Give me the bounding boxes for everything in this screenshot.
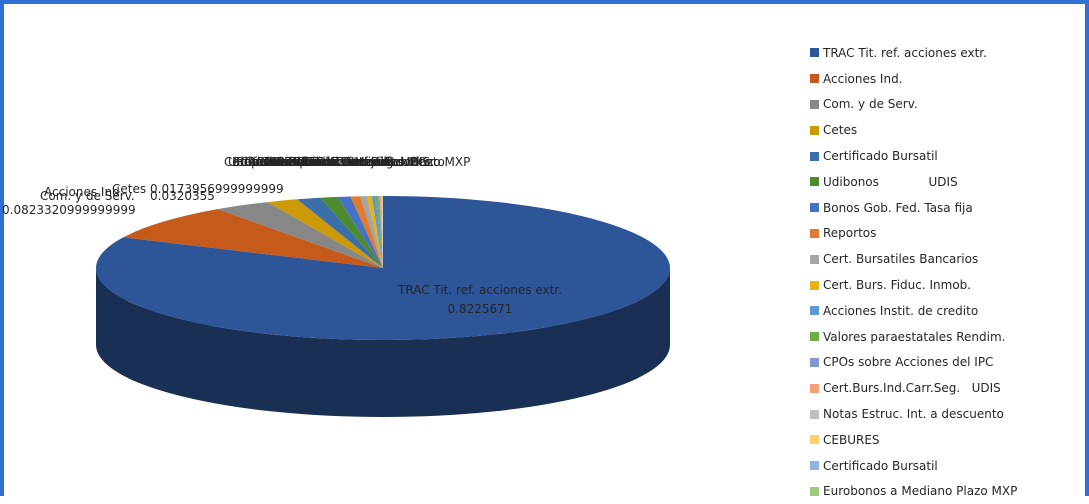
legend-item: Certificado Bursatil (810, 143, 1080, 169)
legend-label: Cert. Bursatiles Bancarios (823, 252, 978, 266)
data-value-1: 0.0823320999999999 (2, 203, 136, 217)
legend-swatch (810, 203, 819, 212)
legend-item: Acciones Ind. (810, 66, 1080, 92)
legend-label: CEBURES (823, 433, 880, 447)
legend-item: Cetes (810, 117, 1080, 143)
legend-swatch (810, 332, 819, 341)
legend-label: Acciones Instit. de credito (823, 304, 978, 318)
legend-label: Acciones Ind. (823, 72, 903, 86)
data-label-0: TRAC Tit. ref. acciones extr. (397, 283, 562, 297)
legend-label: Reportos (823, 226, 876, 240)
legend-item: Certificado Bursatil (810, 453, 1080, 479)
legend-item: Bonos Gob. Fed. Tasa fija (810, 195, 1080, 221)
legend-label: Bonos Gob. Fed. Tasa fija (823, 201, 973, 215)
data-value-3: 0.0173956999999999 (150, 182, 284, 196)
legend-swatch (810, 410, 819, 419)
legend-item: Reportos (810, 221, 1080, 247)
legend-item: Com. y de Serv. (810, 92, 1080, 118)
legend-swatch (810, 48, 819, 57)
legend-item: Valores paraestatales Rendim. (810, 324, 1080, 350)
legend-item: Cert. Burs. Fiduc. Inmob. (810, 272, 1080, 298)
legend-label: CPOs sobre Acciones del IPC (823, 355, 993, 369)
legend-item: Cert.Burs.Ind.Carr.Seg. UDIS (810, 375, 1080, 401)
legend-item: Acciones Instit. de credito (810, 298, 1080, 324)
legend-swatch (810, 435, 819, 444)
legend-swatch (810, 384, 819, 393)
legend-label: Notas Estruc. Int. a descuento (823, 407, 1004, 421)
legend-item: Udibonos UDIS (810, 169, 1080, 195)
legend-label: Com. y de Serv. (823, 97, 918, 111)
legend-swatch (810, 100, 819, 109)
legend-swatch (810, 461, 819, 470)
legend-label: TRAC Tit. ref. acciones extr. (823, 46, 987, 60)
legend-label: Eurobonos a Mediano Plazo MXP (823, 484, 1017, 498)
legend-swatch (810, 255, 819, 264)
legend-swatch (810, 281, 819, 290)
legend-swatch (810, 126, 819, 135)
legend-item: CEBURES (810, 427, 1080, 453)
legend-swatch (810, 229, 819, 238)
legend-item: TRAC Tit. ref. acciones extr. (810, 40, 1080, 66)
legend-label: Certificado Bursatil (823, 149, 938, 163)
legend-swatch (810, 306, 819, 315)
legend-item: Notas Estruc. Int. a descuento (810, 401, 1080, 427)
legend-item: CPOs sobre Acciones del IPC (810, 350, 1080, 376)
legend-label: Certificado Bursatil (823, 459, 938, 473)
data-value-0: 0.8225671 (448, 302, 513, 316)
legend-label: Valores paraestatales Rendim. (823, 330, 1005, 344)
legend-item: Cert. Bursatiles Bancarios (810, 246, 1080, 272)
legend-label: Cert.Burs.Ind.Carr.Seg. UDIS (823, 381, 1001, 395)
legend: TRAC Tit. ref. acciones extr. Acciones In… (810, 40, 1080, 504)
legend-swatch (810, 74, 819, 83)
legend-swatch (810, 358, 819, 367)
legend-swatch (810, 177, 819, 186)
data-label-3: Cetes (112, 182, 146, 196)
data-label-17: Eurobonos a Mediano Plazo MXP (276, 155, 470, 169)
legend-label: Cetes (823, 123, 857, 137)
legend-label: Cert. Burs. Fiduc. Inmob. (823, 278, 971, 292)
legend-label: Udibonos UDIS (823, 175, 958, 189)
pie-top-face (96, 196, 670, 340)
legend-swatch (810, 152, 819, 161)
legend-item: Eurobonos a Mediano Plazo MXP (810, 479, 1080, 504)
legend-swatch (810, 487, 819, 496)
